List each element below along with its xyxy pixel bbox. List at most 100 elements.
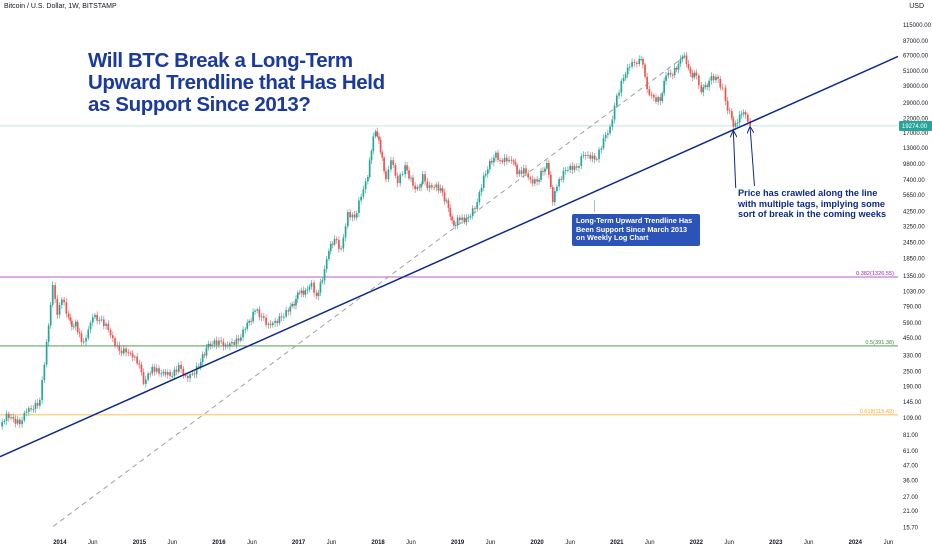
x-tick-label: 2017: [292, 540, 306, 546]
candle-body: [482, 175, 485, 188]
candle-body: [724, 87, 727, 101]
candle-body: [469, 216, 472, 218]
candle-body: [564, 170, 567, 172]
candle-body: [120, 350, 123, 354]
x-tick-label: Jun: [486, 540, 496, 546]
candle-body: [648, 89, 651, 95]
headline-line-1: Will BTC Break a Long-Term: [88, 49, 353, 72]
candle-body: [56, 298, 59, 315]
price-annotation: Price has crawled along the line with mu…: [738, 188, 887, 220]
candle-body: [49, 304, 52, 326]
candle-body: [94, 314, 96, 318]
candle-body: [85, 338, 87, 342]
candle-body: [615, 95, 618, 106]
candle-body: [531, 179, 534, 184]
candle-body: [370, 150, 373, 161]
candle-body: [609, 126, 611, 134]
candle-body: [396, 175, 399, 184]
candle-body: [706, 85, 709, 87]
y-tick-label: 13000.00: [903, 146, 929, 152]
x-tick-label: 2018: [371, 540, 385, 546]
candle-body: [546, 162, 548, 169]
arrow-layer: [594, 127, 755, 212]
candle-body: [144, 379, 147, 384]
candle-body: [626, 67, 629, 75]
candle-body: [302, 290, 305, 295]
y-tick-label: 145.00: [903, 400, 922, 406]
candle-body: [742, 112, 745, 114]
candle-body: [613, 105, 616, 120]
trend-layer: [0, 55, 899, 458]
candle-body: [560, 179, 563, 180]
candle-body: [488, 160, 491, 170]
candle-body: [749, 121, 751, 126]
candle-body: [248, 320, 251, 323]
candle-body: [538, 179, 540, 182]
candle-body: [712, 76, 715, 81]
candle-body: [740, 113, 743, 115]
candle-body: [36, 402, 39, 406]
y-tick-label: 36.00: [903, 479, 919, 485]
candle-body: [659, 97, 662, 101]
candle-body: [416, 186, 419, 190]
candle-body: [618, 92, 620, 96]
candle-body: [276, 320, 279, 324]
candle-body: [291, 303, 294, 307]
candle-body: [433, 187, 435, 189]
candle-body: [702, 87, 705, 93]
candle-body: [657, 97, 660, 102]
y-tick-label: 3250.00: [903, 224, 925, 230]
candle-body: [358, 200, 360, 213]
candle-body: [313, 282, 315, 293]
candle-body: [471, 208, 474, 217]
headline-line-2: Upward Trendline that Has Held: [88, 71, 385, 94]
y-tick-label: 330.00: [903, 354, 922, 360]
candle-body: [406, 165, 408, 171]
candle-body: [661, 93, 664, 101]
x-tick-label: 2020: [530, 540, 544, 546]
candle-body: [447, 200, 450, 209]
candle-body: [584, 155, 587, 157]
candle-body: [271, 322, 274, 326]
candle-body: [697, 75, 700, 86]
candle-body: [127, 352, 130, 354]
candle-body: [58, 304, 61, 315]
candle-body: [451, 216, 453, 221]
x-tick-label: Jun: [804, 540, 814, 546]
candle-body: [21, 420, 23, 425]
candle-body: [454, 224, 457, 226]
candle-body: [631, 61, 633, 67]
candle-body: [736, 122, 739, 124]
candle-body: [136, 356, 138, 364]
candle-body: [445, 200, 448, 202]
candle-body: [421, 174, 424, 184]
fib-label-0.5: 0.5(391.38): [865, 340, 894, 346]
candle-body: [728, 110, 731, 112]
candle-body: [683, 55, 686, 57]
candle-body: [512, 160, 515, 162]
candle-body: [278, 316, 281, 324]
candle-body: [374, 131, 377, 137]
candle-body: [195, 366, 198, 375]
candle-body: [54, 285, 56, 299]
long-term-trendline: [0, 55, 899, 458]
y-tick-label: 39000.00: [903, 84, 929, 90]
candle-body: [491, 160, 493, 163]
x-tick-label: 2024: [849, 540, 863, 546]
candle-body: [158, 368, 160, 374]
candle-body: [381, 152, 384, 158]
candle-body: [726, 100, 729, 111]
candle-body: [323, 269, 326, 281]
x-tick-label: 2019: [451, 540, 465, 546]
candle-layer: [1, 52, 751, 430]
candle-body: [207, 343, 210, 348]
candle-body: [147, 373, 149, 380]
x-tick-label: Jun: [645, 540, 655, 546]
candle-body: [198, 366, 200, 368]
candle-body: [368, 160, 371, 178]
candle-body: [518, 170, 521, 175]
candle-body: [691, 73, 694, 78]
last-price-tag: [899, 120, 932, 131]
candle-body: [497, 152, 499, 160]
candle-body: [558, 179, 560, 187]
